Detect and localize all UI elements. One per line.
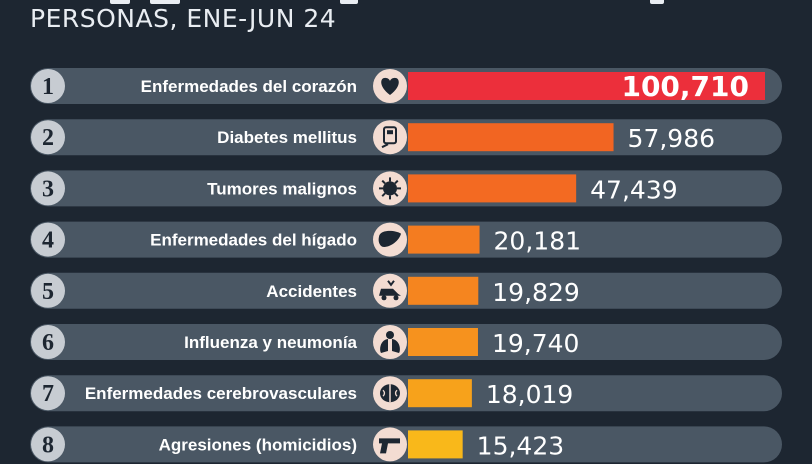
value-label: 19,829 [492,278,579,307]
rank-number: 8 [42,432,54,458]
bar [408,72,765,100]
car-crash-icon [379,280,401,301]
chart-row: 6 Influenza y neumonía 19,740 [30,324,782,360]
lungs-icon [380,331,400,353]
bar [408,123,614,152]
icon-circle [373,427,407,462]
category-label: Enfermedades del hígado [150,231,357,250]
gun-icon [379,438,400,454]
chart-row: 8 Agresiones (homicidios) 15,423 [30,426,782,463]
value-label: 18,019 [486,380,573,409]
rank-badge [31,171,65,206]
value-label: 15,423 [477,431,564,460]
rank-number: 4 [42,228,54,254]
cropped-title-fragment [60,0,680,4]
bar [408,430,463,459]
chart-row: 1 Enfermedades del corazón 100,710 [30,68,782,104]
rank-number: 7 [42,381,54,407]
category-label: Influenza y neumonía [184,333,357,352]
tumor-cell-icon [379,177,401,200]
chart-row: 5 Accidentes 19,829 [30,272,782,309]
category-label: Diabetes mellitus [217,128,357,147]
category-label: Agresiones (homicidios) [159,435,357,454]
chart-row: 7 Enfermedades cerebrovasculares 18,019 [30,375,782,412]
glucometer-icon [381,126,397,149]
chart-subtitle: PERSONAS, ENE-JUN 24 [30,4,337,33]
rank-number: 5 [42,279,54,305]
rank-number: 2 [42,125,54,151]
rank-number: 3 [42,176,54,202]
brain-icon [380,384,400,403]
category-label: Accidentes [266,282,357,301]
value-label: 57,986 [628,124,715,153]
rank-badge [31,222,65,257]
liver-icon [378,230,401,247]
category-label: Enfermedades del corazón [141,77,357,96]
value-label: 20,181 [494,227,581,256]
chart-row: 3 Tumores malignos 47,439 [30,170,782,207]
bar [408,328,478,356]
value-label: 19,740 [492,329,579,358]
rank-number: 6 [42,330,54,356]
rank-badge [31,325,65,359]
value-label: 100,710 [621,70,749,103]
bar [408,225,480,254]
value-label: 47,439 [590,175,677,204]
bar [408,174,577,203]
chart-row: 4 Enfermedades del hígado 20,181 [30,221,782,258]
rank-badge [31,376,65,411]
chart-row: 2 Diabetes mellitus 57,986 [30,119,782,156]
bar [408,276,479,305]
category-label: Enfermedades cerebrovasculares [85,384,357,403]
heart-icon [381,77,399,95]
category-label: Tumores malignos [207,179,357,198]
rank-badge [31,427,65,462]
icon-circle [373,325,407,359]
rank-badge [31,69,65,103]
rank-badge [31,120,65,155]
icon-circle [373,120,407,155]
rank-number: 1 [42,74,54,100]
rank-badge [31,273,65,308]
bar [408,379,472,408]
